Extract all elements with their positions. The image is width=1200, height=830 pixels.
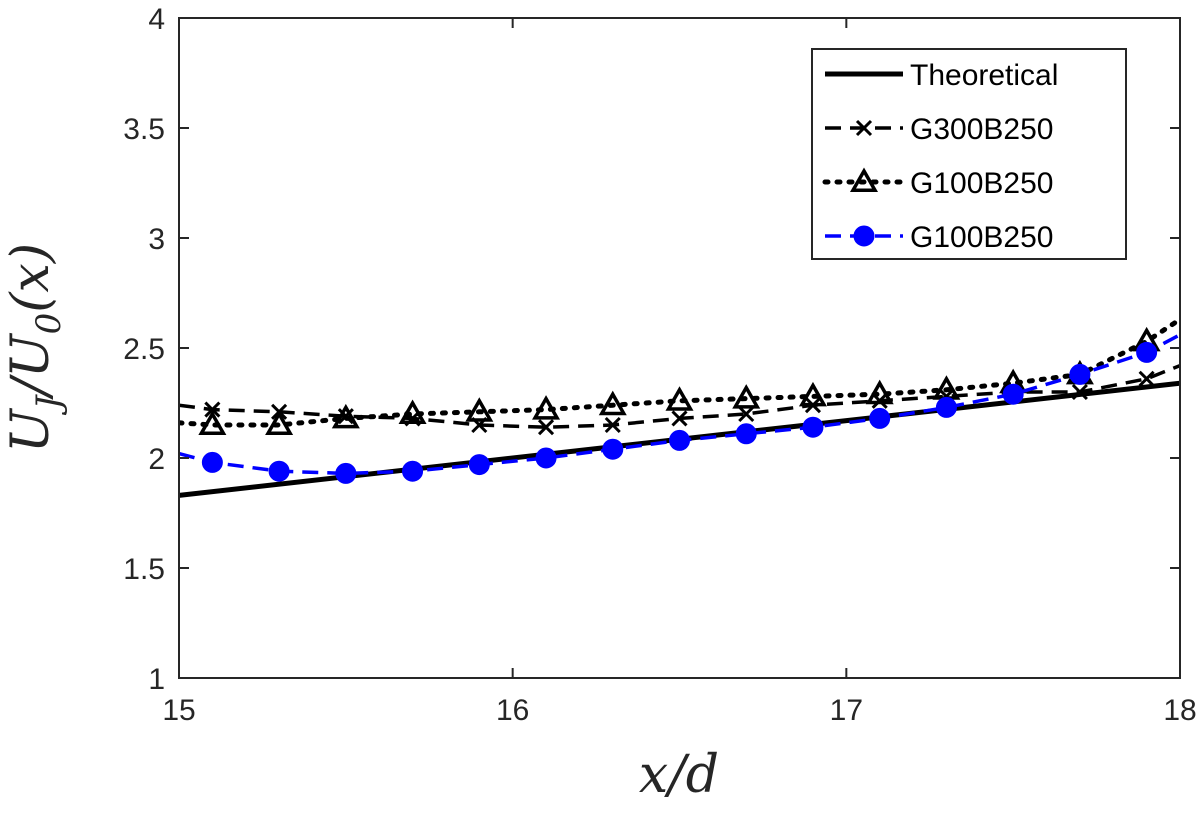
series-4: [179, 333, 1180, 484]
data-point: [331, 403, 360, 429]
y-tick-label: 1: [148, 663, 165, 696]
legend-box: [811, 48, 1127, 260]
legend-label: G100B250: [910, 221, 1053, 254]
legend-label: Theoretical: [910, 59, 1058, 92]
data-point: [802, 416, 824, 438]
legend-swatch-marker: [853, 225, 875, 247]
data-point: [671, 410, 688, 427]
data-point: [398, 399, 427, 424]
x-tick-label: 17: [830, 694, 863, 727]
y-tick-label: 1.5: [123, 553, 165, 586]
data-point: [265, 410, 294, 435]
data-point: [869, 407, 891, 429]
data-point: [604, 416, 621, 434]
data-point: [738, 405, 755, 423]
data-point: [268, 460, 290, 482]
x-tick-label: 15: [162, 694, 195, 727]
data-point: [204, 401, 221, 418]
series-line: [179, 333, 1180, 476]
data-point: [935, 396, 957, 418]
legend-label: G100B250: [910, 167, 1053, 200]
y-tick-label: 2: [148, 443, 165, 476]
data-point: [798, 381, 827, 407]
data-point: [335, 462, 357, 484]
legend-item: Theoretical: [825, 59, 1058, 92]
x-tick-label: 16: [496, 694, 529, 727]
ticks-layer: 15 16 17 18 1 1.5 2 2.5 3 3.5 4: [123, 3, 1196, 727]
data-point: [535, 447, 557, 469]
data-point: [465, 397, 494, 422]
legend-item: G300B250: [825, 113, 1053, 146]
data-point: [665, 386, 694, 411]
data-point: [732, 384, 761, 409]
data-point: [1138, 370, 1155, 387]
y-tick-label: 2.5: [123, 333, 165, 366]
legend-swatch-marker: [849, 167, 879, 192]
y-axis-label: UJ/U0(x): [1, 243, 69, 453]
data-point: [532, 395, 561, 420]
x-axis-label: x/d: [639, 745, 719, 805]
data-point: [602, 438, 624, 460]
series-line: [179, 316, 1180, 428]
data-point: [598, 390, 627, 416]
data-point: [198, 410, 227, 435]
legend-item: G100B250: [825, 221, 1053, 254]
data-point: [865, 379, 894, 405]
y-tick-label: 4: [148, 3, 165, 36]
y-tick-label: 3.5: [123, 113, 165, 146]
series-layer: [179, 316, 1180, 498]
data-point: [201, 451, 223, 473]
y-tick-label: 3: [148, 223, 165, 256]
data-point: [669, 429, 690, 451]
legend-label: G300B250: [910, 113, 1053, 146]
legend: Theoretical G300B250 G100B250 G100B250: [811, 48, 1127, 260]
data-point: [1136, 341, 1158, 363]
data-point: [537, 419, 555, 436]
data-point: [402, 460, 424, 482]
legend-swatch-marker: [855, 119, 873, 137]
data-point: [1071, 383, 1088, 401]
legend-item: G100B250: [822, 167, 1053, 200]
data-point: [735, 423, 757, 445]
data-point: [468, 454, 490, 476]
data-point: [1002, 383, 1024, 405]
data-point: [1069, 363, 1091, 385]
x-tick-label: 18: [1163, 694, 1196, 727]
